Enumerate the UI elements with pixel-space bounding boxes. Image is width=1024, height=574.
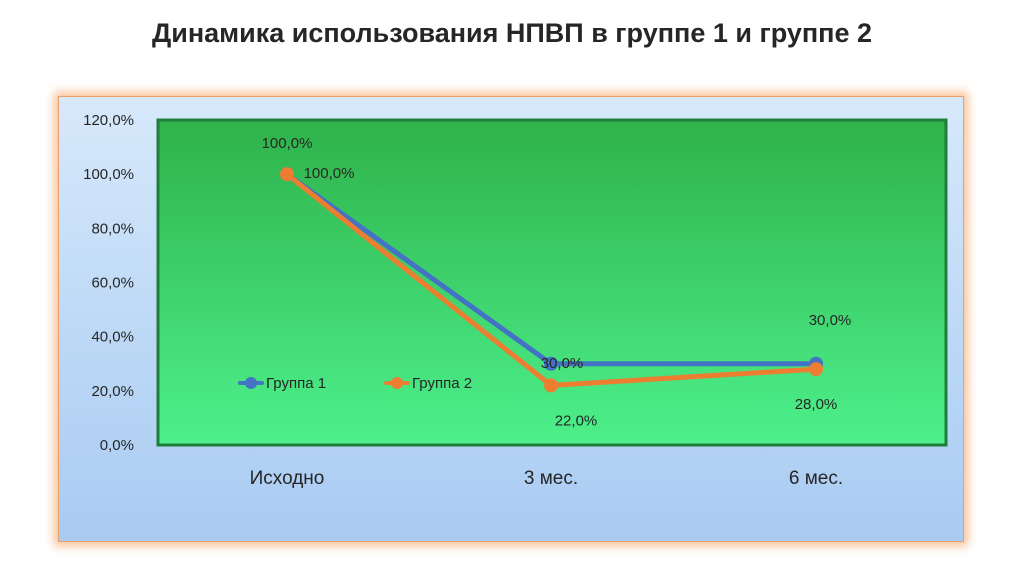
legend-marker-1 (245, 377, 257, 389)
legend-label-1: Группа 1 (266, 375, 326, 392)
data-point-series-2 (280, 167, 294, 182)
y-tick-label: 20,0% (91, 383, 134, 400)
data-point-series-1 (544, 356, 558, 371)
y-tick-label: 120,0% (83, 112, 134, 129)
y-tick-label: 60,0% (91, 275, 134, 292)
data-label-series-1: 30,0% (809, 312, 852, 329)
x-category-label: 6 мес. (789, 468, 843, 489)
y-tick-label: 40,0% (91, 329, 134, 346)
y-tick-label: 80,0% (91, 220, 134, 237)
data-point-series-2 (809, 362, 823, 377)
legend-label-2: Группа 2 (412, 375, 472, 392)
x-category-label: Исходно (250, 468, 325, 489)
data-label-series-2: 100,0% (304, 165, 355, 182)
slide-title: Динамика использования НПВП в группе 1 и… (151, 18, 873, 48)
data-point-series-2 (544, 378, 558, 393)
data-label-series-1: 30,0% (541, 355, 584, 372)
legend-marker-2 (391, 377, 403, 389)
data-label-series-2: 22,0% (555, 412, 598, 429)
data-label-series-2: 28,0% (795, 396, 838, 413)
y-tick-label: 100,0% (83, 166, 134, 183)
data-label-series-1: 100,0% (262, 135, 313, 152)
y-tick-label: 0,0% (100, 437, 134, 454)
x-category-label: 3 мес. (524, 468, 578, 489)
